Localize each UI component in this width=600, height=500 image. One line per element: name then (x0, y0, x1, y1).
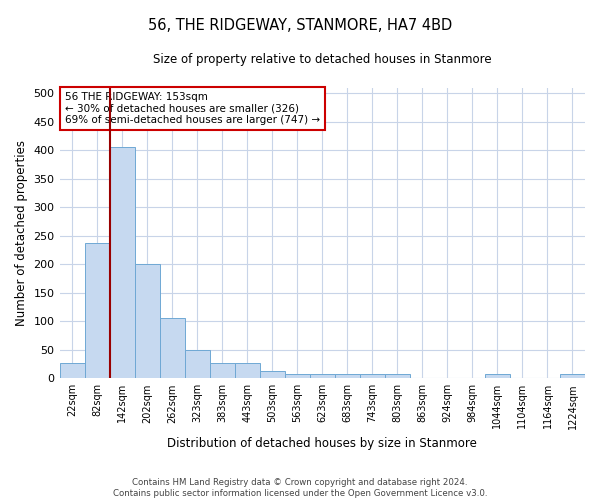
Bar (134, 264, 160, 378)
Bar (335, 374, 360, 378)
Bar (235, 363, 260, 378)
Bar (560, 374, 585, 378)
Bar (385, 374, 410, 378)
Bar (209, 363, 235, 378)
X-axis label: Distribution of detached houses by size in Stanmore: Distribution of detached houses by size … (167, 437, 477, 450)
Bar (310, 374, 335, 378)
Bar (160, 318, 185, 378)
Bar (285, 374, 310, 378)
Bar (185, 350, 209, 378)
Bar (360, 374, 385, 378)
Y-axis label: Number of detached properties: Number of detached properties (15, 140, 28, 326)
Bar (59, 363, 85, 378)
Text: Contains HM Land Registry data © Crown copyright and database right 2024.
Contai: Contains HM Land Registry data © Crown c… (113, 478, 487, 498)
Text: 56 THE RIDGEWAY: 153sqm
← 30% of detached houses are smaller (326)
69% of semi-d: 56 THE RIDGEWAY: 153sqm ← 30% of detache… (65, 92, 320, 125)
Bar (260, 372, 285, 378)
Title: Size of property relative to detached houses in Stanmore: Size of property relative to detached ho… (153, 52, 491, 66)
Bar (110, 148, 134, 378)
Bar (85, 242, 110, 378)
Bar (485, 374, 510, 378)
Text: 56, THE RIDGEWAY, STANMORE, HA7 4BD: 56, THE RIDGEWAY, STANMORE, HA7 4BD (148, 18, 452, 32)
